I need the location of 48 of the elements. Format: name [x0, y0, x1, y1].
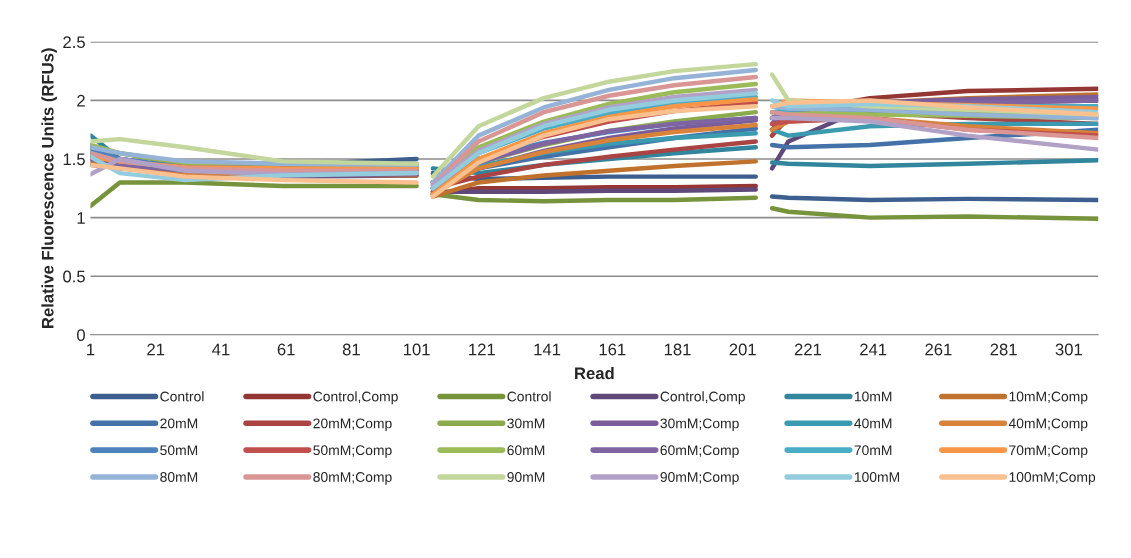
legend-label: 10mM [854, 391, 892, 402]
legend-label: 30mM;Comp [660, 418, 739, 432]
legend-label: 40mM;Comp [1008, 418, 1088, 432]
x-tick-label: 21 [147, 343, 165, 356]
x-tick-label: 81 [342, 343, 360, 356]
x-tick-label: 101 [403, 343, 430, 356]
legend-label: 70mM [854, 445, 892, 456]
x-tick-label: 201 [729, 343, 756, 356]
x-tick-label: 161 [599, 343, 626, 356]
y-tick-label: 2.5 [63, 36, 85, 49]
legend-label: Control,Comp [313, 391, 398, 405]
y-tick-label: 1 [77, 212, 85, 224]
legend-label: Control [507, 391, 551, 402]
x-tick-label: 1 [87, 343, 95, 356]
legend-label: 10mM;Comp [1009, 391, 1088, 405]
x-tick-label: 141 [534, 343, 561, 356]
legend-label: 50mM;Comp [313, 445, 392, 458]
legend-label: 80mM [160, 472, 198, 482]
legend-label: 90mM [507, 472, 545, 482]
x-tick-label: 301 [1055, 343, 1082, 356]
x-tick-label: 61 [277, 343, 295, 356]
y-tick-label: 0 [77, 329, 85, 341]
legend-label: 40mM [854, 418, 892, 429]
y-tick-label: 1.5 [63, 153, 85, 166]
x-tick-label: 181 [664, 343, 691, 356]
x-tick-label: 41 [212, 343, 230, 356]
y-axis-title: Relative Fluorescence Units (RFUs) [41, 48, 57, 328]
x-axis-title: Read [575, 367, 614, 380]
legend-label: 60mM [507, 445, 545, 456]
x-tick-label: 221 [794, 343, 822, 356]
y-tick-label: 0.5 [63, 270, 85, 283]
legend-label: 50mM [160, 445, 198, 456]
legend-label: 30mM [507, 418, 545, 429]
legend-label: 60mM;Comp [660, 445, 739, 458]
x-tick-label: 241 [860, 343, 887, 356]
legend-label: 70mM;Comp [1009, 445, 1088, 458]
y-tick-label: 2 [77, 94, 85, 107]
x-tick-label: 281 [990, 343, 1017, 356]
legend-label: 20mM;Comp [313, 418, 392, 432]
x-tick-label: 261 [925, 343, 952, 356]
legend-label: 100mM;Comp [1009, 472, 1096, 485]
legend-label: 90mM;Comp [660, 472, 739, 485]
x-tick-label: 121 [469, 343, 495, 356]
legend-label: 20mM [160, 418, 198, 429]
legend-label: Control [160, 391, 204, 402]
legend-label: Control,Comp [660, 391, 745, 405]
legend-label: 80mM;Comp [313, 472, 392, 485]
legend-label: 100mM [854, 472, 900, 482]
